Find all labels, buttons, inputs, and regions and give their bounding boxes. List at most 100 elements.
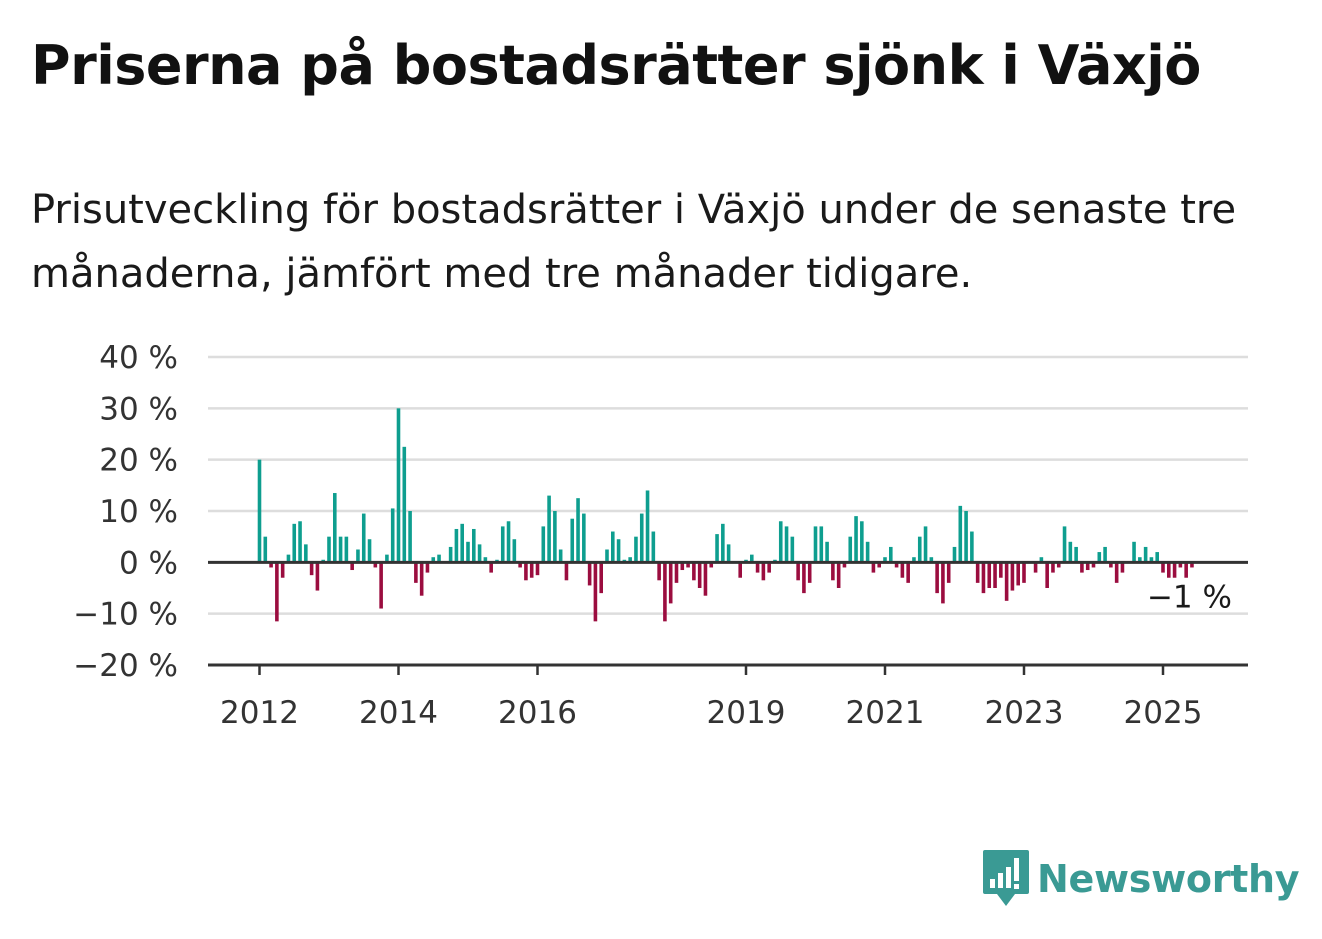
x-tick-label: 2016 <box>498 695 577 731</box>
bar <box>286 554 291 563</box>
bar <box>1062 526 1067 563</box>
brand-name: Newsworthy <box>1037 857 1300 901</box>
gridlines <box>208 355 1248 615</box>
bar <box>576 498 580 563</box>
bar <box>1097 552 1102 563</box>
bar <box>466 541 470 563</box>
bar <box>304 544 308 563</box>
bar <box>275 562 279 622</box>
bar <box>1039 557 1044 563</box>
bar <box>489 562 493 573</box>
bar <box>651 531 656 563</box>
bar <box>408 511 412 563</box>
y-tick-label: 10 % <box>99 494 178 530</box>
bar <box>1080 562 1084 573</box>
last-value-label: −1 % <box>1147 579 1232 615</box>
bar <box>483 557 488 563</box>
y-tick-label: 40 % <box>99 340 178 376</box>
bar <box>587 562 592 586</box>
bar <box>529 562 534 578</box>
bar <box>385 554 389 563</box>
bar <box>1004 562 1009 601</box>
bar <box>663 562 667 622</box>
bar <box>472 528 476 563</box>
bar <box>860 521 864 563</box>
bar <box>570 518 575 563</box>
bar <box>680 562 685 571</box>
bar <box>437 554 441 563</box>
bar <box>686 562 690 568</box>
x-tick-label: 2012 <box>220 695 299 731</box>
x-tick-label: 2021 <box>846 695 925 731</box>
bar <box>1138 557 1142 563</box>
bar <box>900 562 905 578</box>
bar <box>616 539 621 563</box>
bar <box>564 562 569 581</box>
bar <box>1184 562 1188 578</box>
newsworthy-logo: Newsworthy <box>981 848 1300 910</box>
bar <box>454 528 459 563</box>
bar <box>715 534 719 563</box>
bar <box>912 557 916 563</box>
y-tick-label: −10 % <box>73 597 178 633</box>
y-tick-label: 30 % <box>99 391 178 427</box>
bar <box>344 536 349 563</box>
bar <box>1051 562 1055 573</box>
bar <box>553 511 557 563</box>
bar <box>935 562 939 594</box>
bar <box>871 562 876 573</box>
x-tick-label: 2014 <box>359 695 438 731</box>
bar <box>611 531 615 563</box>
bar <box>1085 562 1090 571</box>
bar <box>1010 562 1015 591</box>
bar <box>709 562 714 568</box>
tick-labels: 40 % 30 % 20 % 10 % 0 % −10 % −20 % 2012 2014 201… <box>73 340 1232 731</box>
y-tick-label: −20 % <box>73 648 178 684</box>
bar <box>952 546 957 563</box>
bar <box>697 562 702 588</box>
bar <box>1068 541 1073 563</box>
chart-title: Priserna på bostadsrätter sjönk i Växjö <box>31 34 1201 97</box>
bar <box>889 546 893 563</box>
bar <box>668 562 673 604</box>
bar <box>541 526 546 563</box>
bar <box>906 562 910 583</box>
bar <box>361 513 366 563</box>
bar <box>750 554 754 563</box>
bar <box>883 557 887 563</box>
bar <box>460 523 464 563</box>
bar <box>327 536 331 563</box>
bar <box>790 536 795 563</box>
newsworthy-logo-icon <box>983 850 1029 906</box>
bar <box>1091 562 1096 568</box>
y-tick-label: 20 % <box>99 443 178 479</box>
bar <box>512 539 517 563</box>
bar <box>309 562 314 576</box>
bars <box>257 408 1194 622</box>
bar <box>333 493 337 563</box>
bar <box>825 541 829 563</box>
x-tick-label: 2019 <box>707 695 786 731</box>
bar <box>292 523 297 563</box>
bar <box>338 536 343 563</box>
bar <box>981 562 986 594</box>
bar <box>298 521 302 563</box>
bar <box>1056 562 1061 568</box>
bar <box>535 562 540 576</box>
bar <box>350 562 354 571</box>
bar <box>964 511 968 563</box>
bar <box>605 549 609 563</box>
bar <box>755 562 760 573</box>
bar <box>894 562 899 568</box>
bar <box>923 526 928 563</box>
bar <box>975 562 980 583</box>
bar <box>315 562 320 591</box>
bar <box>836 562 841 588</box>
bar <box>373 562 378 568</box>
bar <box>390 508 395 563</box>
bar <box>848 536 853 563</box>
bar <box>1033 562 1038 573</box>
bar <box>987 562 992 588</box>
bar <box>645 490 650 563</box>
bar <box>703 562 708 596</box>
